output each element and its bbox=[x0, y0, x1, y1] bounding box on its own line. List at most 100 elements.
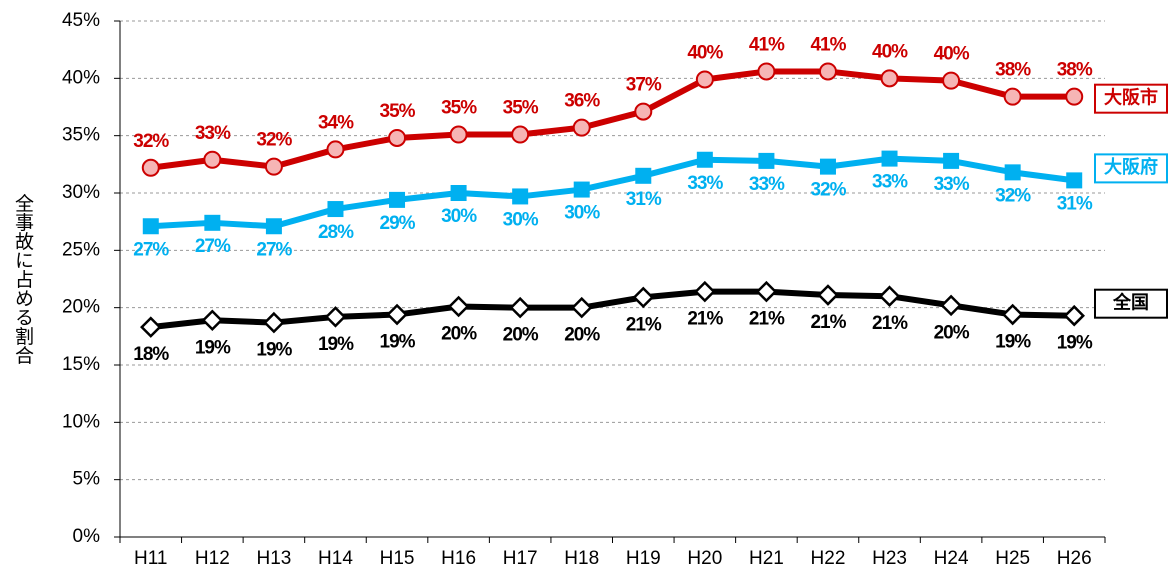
x-tick-label: H17 bbox=[503, 548, 538, 569]
marker bbox=[632, 286, 655, 309]
x-tick-label: H19 bbox=[626, 548, 661, 569]
marker bbox=[758, 152, 775, 169]
series-line bbox=[150, 155, 1075, 230]
marker bbox=[818, 62, 837, 81]
data-label: 31% bbox=[1057, 193, 1093, 214]
marker bbox=[942, 71, 961, 90]
y-tick-label: 20% bbox=[62, 297, 100, 318]
data-label: 19% bbox=[195, 337, 231, 358]
data-label: 33% bbox=[934, 174, 970, 195]
marker bbox=[327, 201, 344, 218]
marker bbox=[263, 311, 285, 334]
marker bbox=[695, 70, 714, 89]
marker bbox=[755, 280, 778, 303]
data-label: 30% bbox=[503, 209, 539, 230]
data-label: 38% bbox=[995, 60, 1031, 81]
data-label: 32% bbox=[256, 130, 292, 151]
marker bbox=[512, 188, 529, 205]
data-label: 19% bbox=[995, 332, 1031, 353]
marker bbox=[450, 185, 467, 201]
marker bbox=[1063, 304, 1085, 327]
marker bbox=[265, 218, 282, 235]
x-tick-label: H20 bbox=[687, 548, 722, 569]
data-label: 21% bbox=[687, 309, 723, 330]
marker bbox=[386, 303, 408, 326]
y-tick-label: 15% bbox=[62, 354, 100, 375]
marker bbox=[447, 295, 470, 318]
data-label: 20% bbox=[503, 325, 539, 346]
marker bbox=[326, 140, 345, 159]
legend-label: 大阪市 bbox=[1104, 86, 1158, 107]
marker bbox=[819, 158, 836, 175]
marker bbox=[757, 62, 776, 81]
y-axis-label: 全事故に占める割合 bbox=[12, 193, 34, 364]
data-label: 21% bbox=[749, 309, 785, 330]
data-label: 32% bbox=[810, 180, 846, 201]
marker bbox=[141, 158, 160, 177]
data-label: 21% bbox=[872, 313, 908, 334]
data-label: 40% bbox=[687, 42, 723, 63]
y-tick-label: 35% bbox=[62, 125, 100, 146]
data-label: 31% bbox=[626, 189, 662, 210]
marker bbox=[511, 125, 530, 144]
y-tick-label: 45% bbox=[62, 10, 100, 31]
x-tick-label: H22 bbox=[811, 548, 846, 569]
y-tick-label: 0% bbox=[73, 526, 101, 547]
x-tick-label: H11 bbox=[134, 548, 167, 569]
data-label: 33% bbox=[195, 123, 231, 144]
y-tick-label: 30% bbox=[62, 182, 100, 203]
marker bbox=[142, 218, 159, 235]
x-tick-label: H14 bbox=[318, 548, 353, 569]
y-tick-label: 25% bbox=[62, 239, 100, 260]
y-tick-label: 10% bbox=[62, 411, 100, 432]
x-tick-label: H24 bbox=[934, 548, 969, 569]
y-tick-label: 40% bbox=[62, 67, 100, 88]
data-label: 27% bbox=[256, 239, 292, 260]
data-label: 38% bbox=[1057, 60, 1093, 81]
data-label: 28% bbox=[318, 222, 354, 243]
data-label: 29% bbox=[380, 213, 416, 234]
legend-box bbox=[1094, 83, 1168, 114]
marker bbox=[881, 150, 898, 167]
marker bbox=[694, 280, 716, 303]
data-label: 40% bbox=[872, 41, 908, 62]
data-label: 27% bbox=[133, 239, 169, 260]
x-tick-label: H23 bbox=[872, 548, 907, 569]
marker bbox=[264, 157, 283, 176]
data-label: 41% bbox=[810, 34, 846, 55]
data-label: 33% bbox=[749, 174, 785, 195]
marker bbox=[817, 284, 839, 306]
data-label: 35% bbox=[503, 98, 539, 119]
data-label: 27% bbox=[195, 236, 231, 257]
data-label: 37% bbox=[626, 75, 662, 96]
data-label: 35% bbox=[441, 98, 477, 119]
data-label: 36% bbox=[564, 91, 600, 112]
marker bbox=[1065, 87, 1084, 106]
marker bbox=[940, 294, 962, 317]
x-tick-label: H21 bbox=[749, 548, 784, 569]
data-label: 40% bbox=[934, 44, 970, 65]
data-label: 19% bbox=[1057, 333, 1093, 354]
marker bbox=[635, 167, 652, 184]
data-label: 20% bbox=[934, 322, 970, 343]
marker bbox=[1066, 172, 1083, 189]
marker bbox=[634, 102, 653, 121]
marker bbox=[389, 191, 406, 208]
legend-box bbox=[1094, 288, 1168, 319]
marker bbox=[1001, 303, 1024, 326]
data-label: 19% bbox=[318, 334, 354, 355]
data-label: 19% bbox=[256, 340, 292, 361]
marker bbox=[696, 151, 713, 168]
data-label: 33% bbox=[687, 173, 723, 194]
x-tick-label: H12 bbox=[195, 548, 230, 569]
data-label: 32% bbox=[995, 185, 1031, 206]
x-tick-label: H18 bbox=[564, 548, 599, 569]
x-tick-label: H15 bbox=[380, 548, 415, 569]
x-tick-label: H13 bbox=[256, 548, 291, 569]
marker bbox=[449, 125, 468, 144]
data-label: 41% bbox=[749, 34, 785, 55]
marker bbox=[573, 181, 590, 198]
marker bbox=[880, 69, 899, 88]
marker bbox=[388, 128, 407, 147]
data-label: 32% bbox=[133, 131, 169, 152]
